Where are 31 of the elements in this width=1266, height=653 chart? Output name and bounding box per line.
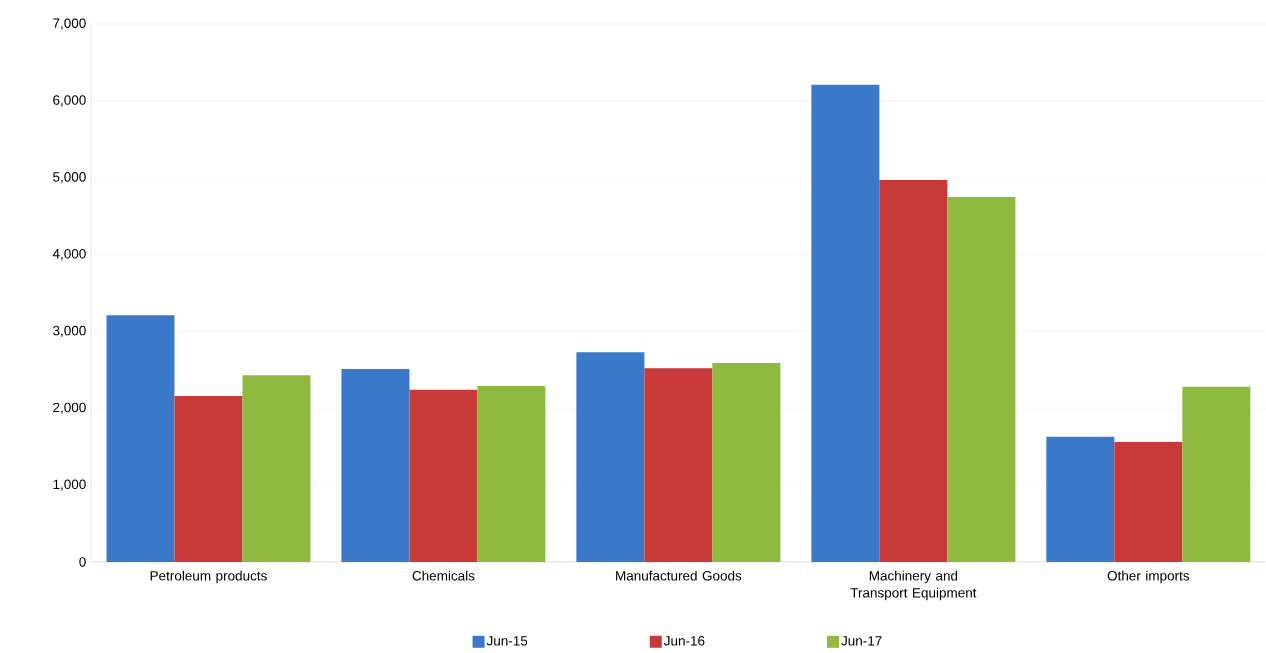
bar [1114,442,1183,562]
bar [242,375,311,562]
legend-label: Jun-17 [841,636,882,646]
bar [1046,436,1115,562]
y-tick-label: 0 [79,557,86,567]
bar [106,315,175,562]
bar [1182,386,1251,562]
bar [174,395,243,562]
bar [644,368,713,562]
bar [576,352,645,562]
x-tick-label: Machinery and Transport Equipment [850,570,977,601]
x-tick-label: Manufactured Goods [616,570,742,581]
x-tick-label: Other imports [1107,570,1190,584]
bar [712,362,781,562]
y-tick-label: 7,000 [53,18,86,30]
y-tick-label: 4,000 [52,249,86,261]
y-tick-label: 1,000 [53,479,86,491]
x-tick-label: Petroleum products [150,570,267,584]
y-tick-label: 3,000 [53,325,86,338]
x-tick-label: Chemicals [412,570,475,581]
bar [477,385,546,562]
bar [341,369,410,562]
bar [409,389,478,562]
y-tick-label: 5,000 [53,172,86,184]
legend-label: Jun-16 [663,636,705,646]
legend-label: Jun-15 [486,636,528,646]
bar [879,180,948,562]
y-tick-label: 6,000 [53,95,86,107]
bar [947,196,1016,562]
y-tick-label: 2,000 [53,402,86,414]
bar [811,84,880,562]
